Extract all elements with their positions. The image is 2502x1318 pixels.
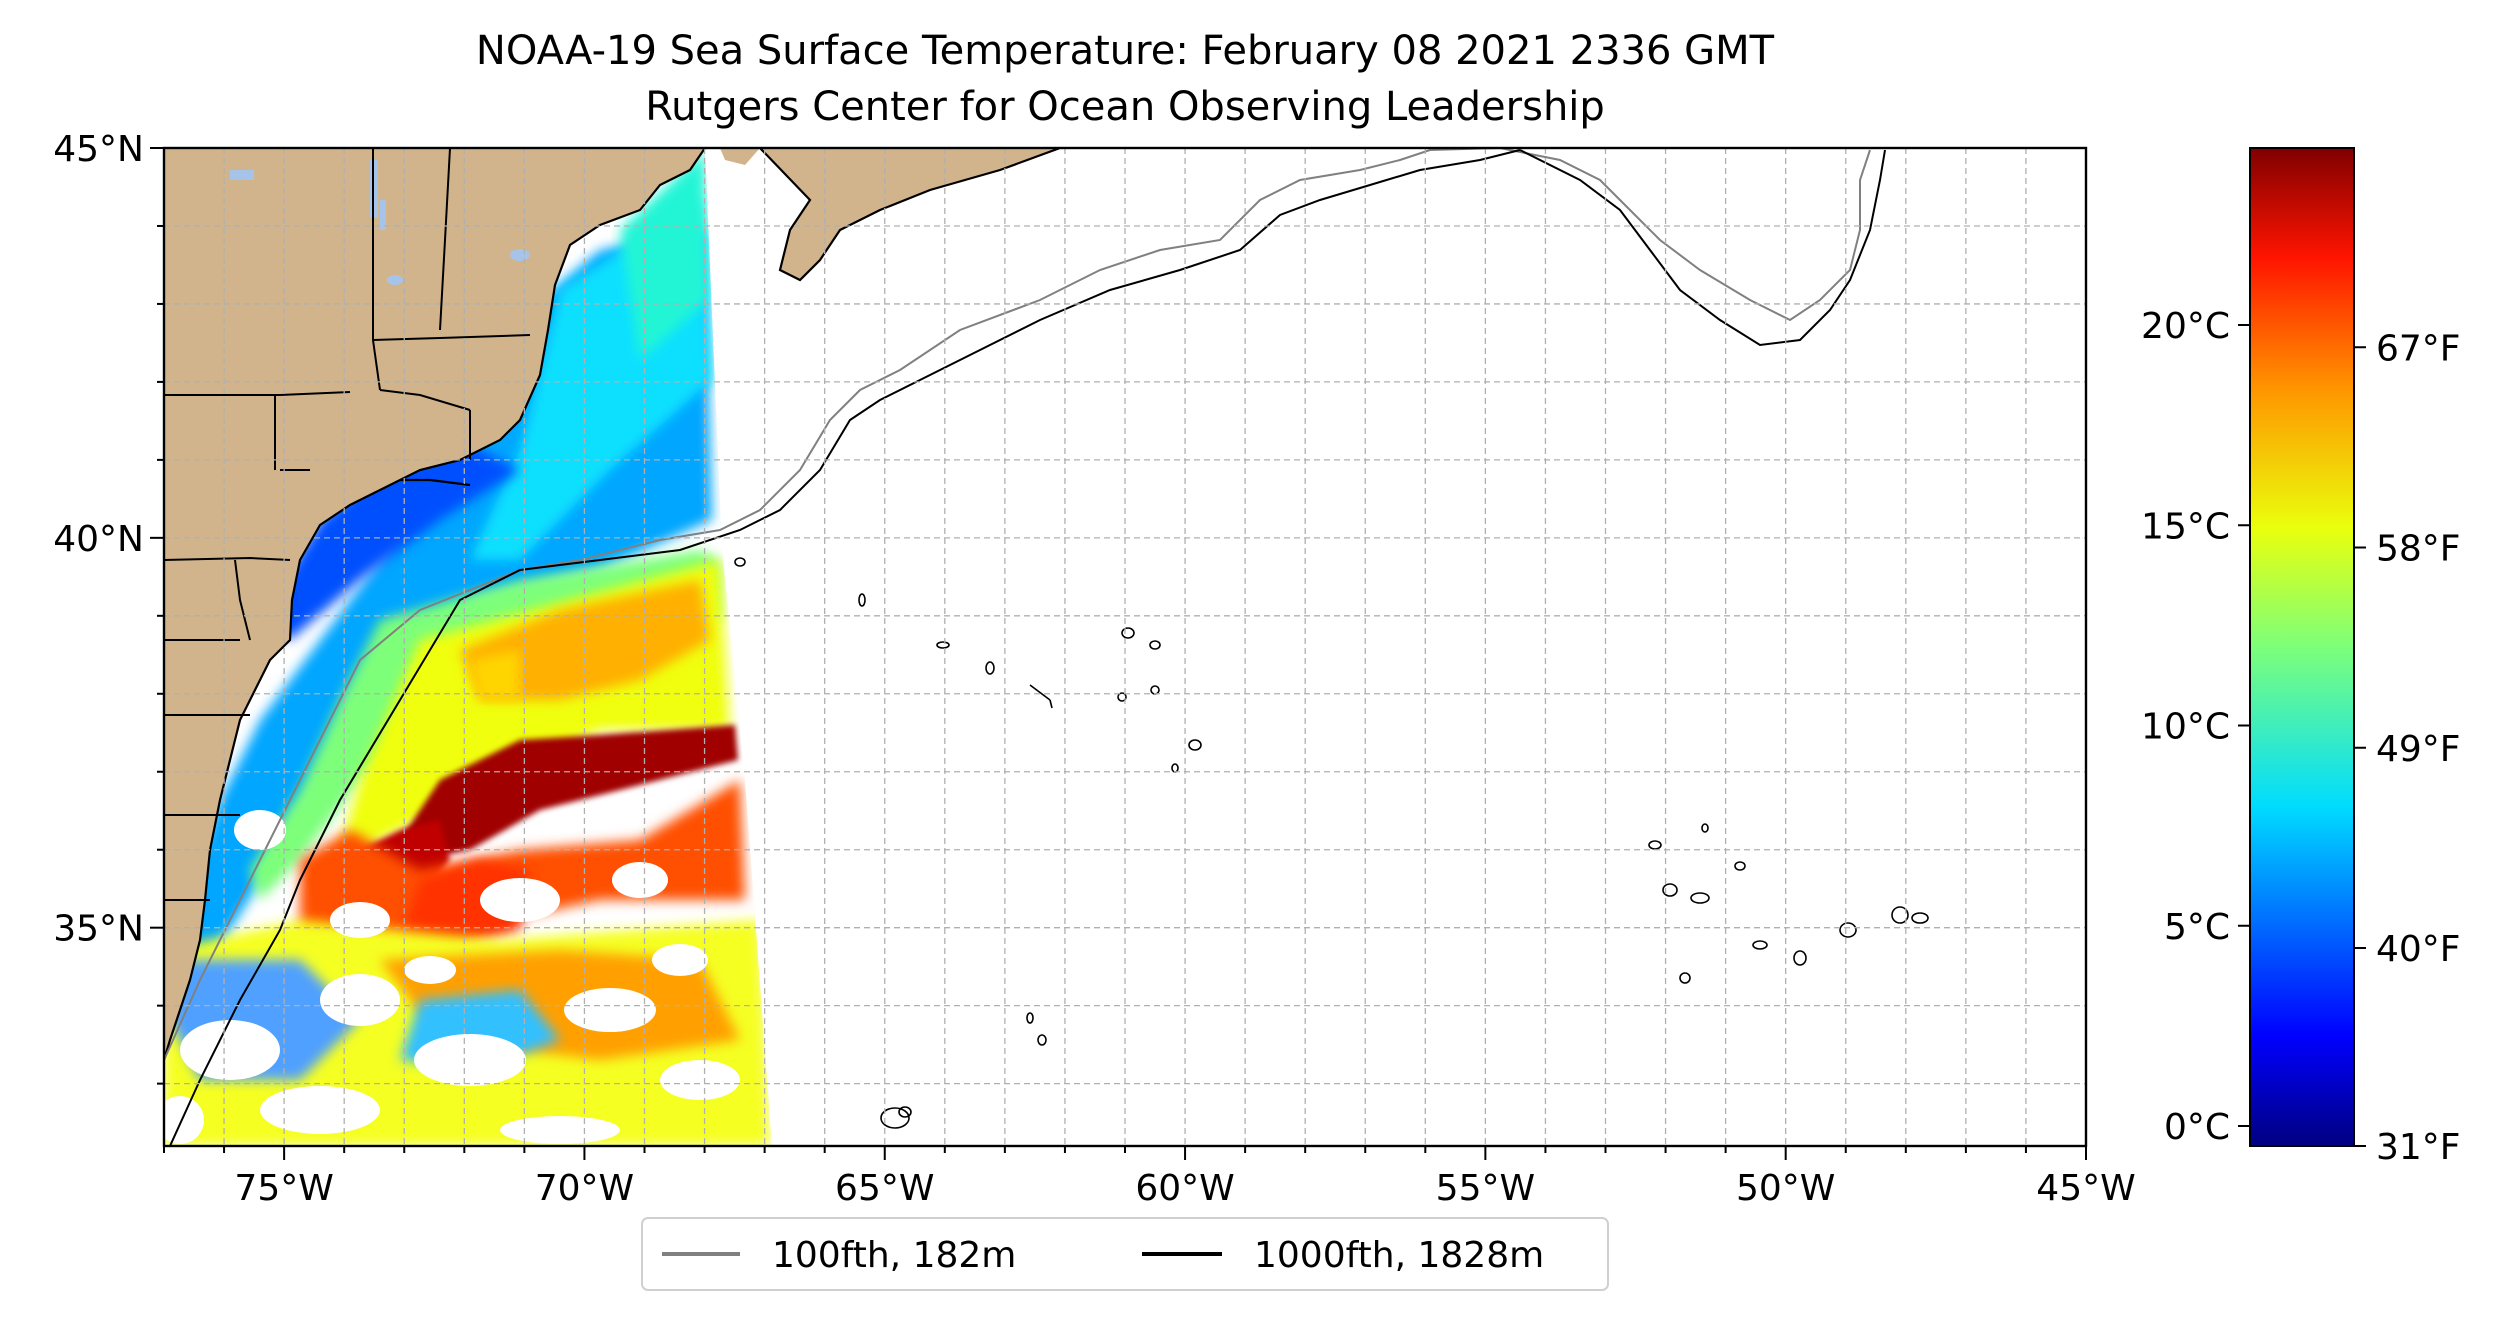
legend-box (641, 1217, 1609, 1291)
colorbar-fahrenheit-label: 67°F (2376, 328, 2461, 369)
lon-tick-label: 45°W (2036, 1168, 2135, 1209)
sst-swath (164, 148, 2086, 1146)
isobath-legend: 100fth, 182m 1000fth, 1828m (641, 1217, 1609, 1291)
isobath-1000fth (169, 149, 1886, 1146)
map-title-line2: Rutgers Center for Ocean Observing Leade… (645, 84, 1605, 130)
lat-tick-label: 35°N (53, 909, 144, 950)
colorbar-gradient (2249, 147, 2355, 1147)
colorbar-fahrenheit-ticks: 67°F 58°F 49°F 40°F 31°F (2354, 328, 2461, 1168)
lon-tick-label: 55°W (1436, 1168, 1535, 1209)
longitude-labels: 75°W 70°W 65°W 60°W 55°W 50°W 45°W (234, 1168, 2135, 1209)
colorbar-fahrenheit-label: 49°F (2376, 729, 2461, 770)
lon-tick-label: 50°W (1736, 1168, 1835, 1209)
colorbar-celsius-label: 15°C (2141, 506, 2230, 547)
lat-tick-label: 40°N (53, 519, 144, 560)
map-axis-ticks (150, 147, 2087, 1160)
legend-label-100fth: 100fth, 182m (772, 1235, 1016, 1276)
gulf-stream (400, 725, 738, 860)
isobath-100fth (164, 148, 1871, 1061)
colorbar-fahrenheit-label: 40°F (2376, 929, 2461, 970)
coastline (164, 148, 1061, 1061)
lon-tick-label: 65°W (835, 1168, 934, 1209)
legend-label-1000fth: 1000fth, 1828m (1254, 1235, 1544, 1276)
latitude-labels: 45°N 40°N 35°N (53, 129, 144, 950)
colorbar-fahrenheit-label: 58°F (2376, 529, 2461, 570)
colorbar-celsius-label: 10°C (2141, 707, 2230, 748)
lat-tick-label: 45°N (53, 129, 144, 170)
lon-tick-label: 60°W (1135, 1168, 1234, 1209)
temperature-colorbar: 20°C 15°C 10°C 5°C 0°C 67°F 58°F 49°F 40°F 31°F (2141, 147, 2461, 1168)
colorbar-celsius-ticks: 20°C 15°C 10°C 5°C 0°C (2141, 306, 2250, 1148)
map-gridlines (164, 148, 2086, 1146)
map-panel (164, 148, 2086, 1146)
state-boundaries (164, 148, 531, 901)
colorbar-fahrenheit-label: 31°F (2376, 1127, 2461, 1168)
map-title-line1: NOAA-19 Sea Surface Temperature: Februar… (476, 28, 1775, 74)
lon-tick-label: 75°W (234, 1168, 333, 1209)
colorbar-celsius-label: 5°C (2164, 907, 2230, 948)
colorbar-celsius-label: 0°C (2164, 1107, 2230, 1148)
lon-tick-label: 70°W (535, 1168, 634, 1209)
seamount-contours (734, 557, 1929, 1129)
colorbar-celsius-label: 20°C (2141, 306, 2230, 347)
cloud-gaps (164, 810, 740, 1144)
